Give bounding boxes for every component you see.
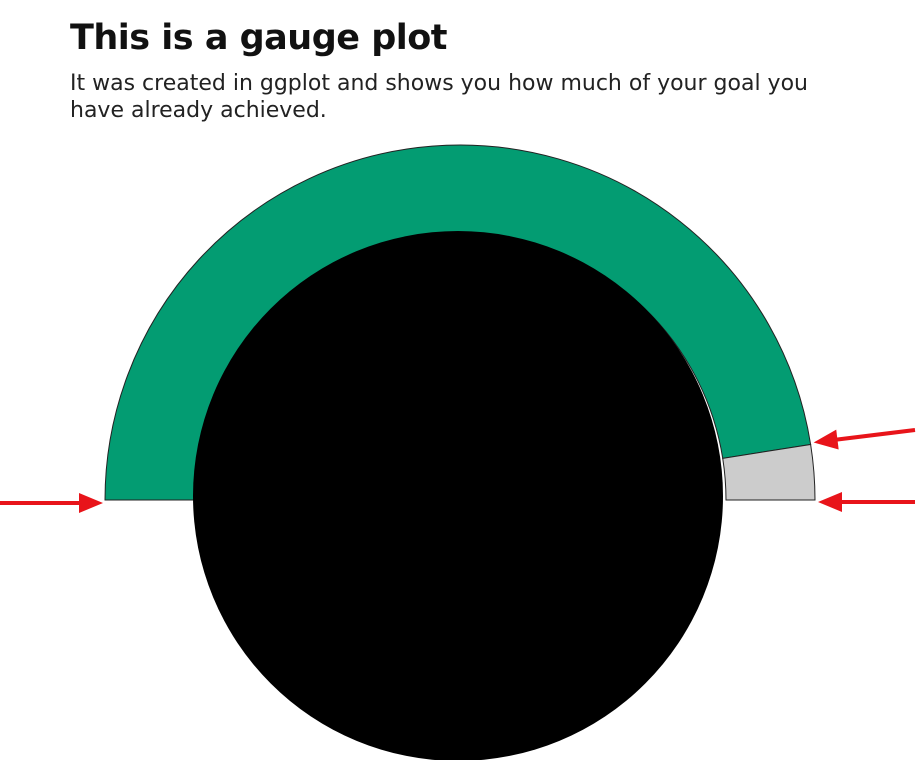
gauge-center-disc	[193, 231, 723, 760]
arrow-right-end	[818, 492, 915, 512]
arrow-right-value-shaft	[835, 428, 916, 442]
arrow-right-end-head	[818, 492, 842, 512]
annotation-arrows	[0, 428, 916, 513]
arrow-right-value-head	[813, 429, 839, 450]
gauge-remaining-arc	[722, 443, 816, 501]
arrow-left-start	[0, 493, 103, 513]
chart-subtitle: It was created in ggplot and shows you h…	[70, 71, 808, 123]
arrow-right-value	[813, 428, 916, 450]
arrow-left-start-head	[79, 493, 103, 513]
chart-title: This is a gauge plot	[70, 18, 448, 58]
